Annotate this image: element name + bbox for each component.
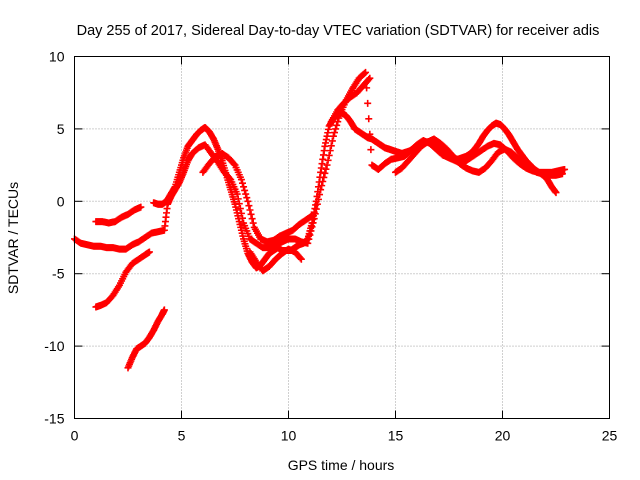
x-tick-label: 10 [281,428,297,444]
tick-labels: 0 5 10 15 20 25 -15 -10 -5 0 5 10 [44,49,617,444]
series-trace-d [124,306,168,372]
data-point [242,190,250,198]
data-point [240,183,248,191]
y-tick-label: -15 [44,411,64,427]
chart-title: Day 255 of 2017, Sidereal Day-to-day VTE… [77,23,600,39]
data-point [327,142,335,150]
y-axis-label: SDTVAR / TECUs [5,182,21,294]
y-tick-label: -5 [52,266,65,282]
y-tick-label: 0 [57,193,65,209]
data-point [360,69,368,77]
data-point [561,165,569,173]
data-point [244,197,252,205]
data-point [318,182,326,190]
data-point [145,248,153,256]
data-point [321,169,329,177]
data-point [248,215,256,223]
data-point [243,194,251,202]
plot-frame [74,56,610,419]
data-point [297,255,305,263]
data-point [246,206,254,214]
x-tick-label: 15 [388,428,404,444]
data-point [366,74,374,82]
x-tick-label: 0 [71,428,79,444]
data-point [333,121,341,129]
data-point [331,129,339,137]
data-point [552,189,560,197]
data-point [322,165,330,173]
data-point [308,212,316,220]
data-point [247,210,255,218]
data-point [332,125,340,133]
series-trace-c [92,248,153,311]
series-trace-e [92,203,145,227]
data-point [362,68,370,76]
data-point [230,160,238,168]
series-trace-b [150,109,560,272]
data-point [238,179,246,187]
data-point [324,156,332,164]
y-tick-label: -10 [44,338,64,354]
data-point [558,170,566,178]
series-trace-g [199,150,316,246]
data-point [365,115,373,123]
x-tick-label: 5 [178,428,186,444]
x-axis-label: GPS time / hours [288,457,395,473]
data-point [249,219,257,227]
data-point [323,161,331,169]
series-trace-f [246,245,305,275]
data-point [328,137,336,145]
series-trace-h [327,74,374,126]
y-tick-label: 10 [49,49,65,65]
data-point [160,306,168,314]
y-tick-label: 5 [57,121,65,137]
data-point [326,147,334,155]
data-point [365,75,373,83]
data-point [241,186,249,194]
data-point [296,254,304,262]
data-point [364,99,372,107]
data-series [71,68,569,372]
data-point [137,203,145,211]
data-point [236,205,244,213]
x-tick-label: 20 [495,428,511,444]
x-tick-label: 25 [602,428,618,444]
data-point [245,202,253,210]
data-point [329,132,337,140]
data-point [367,146,375,154]
data-point [237,176,245,184]
series-trace-i [392,135,566,179]
